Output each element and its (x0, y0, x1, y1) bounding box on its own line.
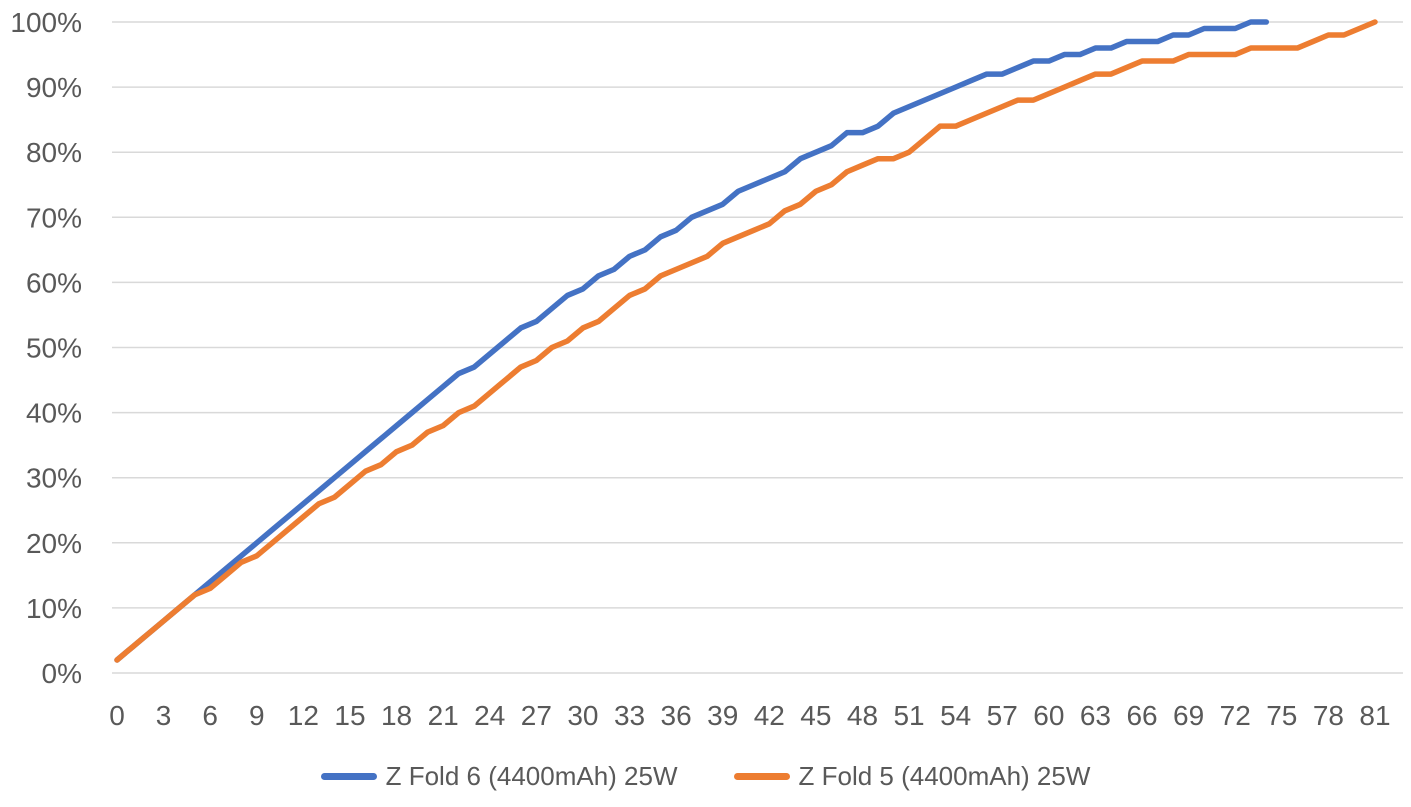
x-axis-tick-label: 21 (428, 700, 459, 731)
x-axis-tick-label: 60 (1033, 700, 1064, 731)
x-axis-tick-label: 66 (1126, 700, 1157, 731)
y-axis-tick-label: 10% (26, 593, 82, 624)
y-axis-tick-label: 60% (26, 267, 82, 298)
y-axis-tick-label: 50% (26, 333, 82, 364)
y-axis-tick-label: 100% (10, 7, 82, 38)
x-axis-tick-label: 81 (1359, 700, 1390, 731)
x-axis-tick-label: 9 (249, 700, 265, 731)
x-axis-tick-label: 75 (1266, 700, 1297, 731)
x-axis-tick-label: 54 (940, 700, 971, 731)
chart-legend: Z Fold 6 (4400mAh) 25W Z Fold 5 (4400mAh… (0, 760, 1411, 792)
x-axis-tick-label: 57 (987, 700, 1018, 731)
x-axis-tick-label: 27 (521, 700, 552, 731)
x-axis-tick-label: 48 (847, 700, 878, 731)
x-axis-tick-label: 36 (661, 700, 692, 731)
x-axis-tick-label: 39 (707, 700, 738, 731)
x-axis-tick-label: 63 (1080, 700, 1111, 731)
legend-line-swatch-z-fold-5 (733, 772, 790, 780)
y-axis-tick-label: 0% (42, 658, 82, 689)
legend-label-z-fold-6: Z Fold 6 (4400mAh) 25W (385, 761, 678, 791)
legend-item-z-fold-6[interactable]: Z Fold 6 (4400mAh) 25W (320, 760, 678, 792)
x-axis-tick-label: 0 (109, 700, 125, 731)
x-axis-tick-label: 12 (288, 700, 319, 731)
x-axis-tick-label: 3 (156, 700, 172, 731)
x-axis-tick-label: 15 (334, 700, 365, 731)
x-axis-tick-label: 18 (381, 700, 412, 731)
x-axis-tick-label: 45 (800, 700, 831, 731)
y-axis-tick-label: 30% (26, 463, 82, 494)
x-axis-tick-label: 69 (1173, 700, 1204, 731)
y-axis-tick-label: 40% (26, 398, 82, 429)
x-axis-tick-label: 42 (754, 700, 785, 731)
legend-label-z-fold-5: Z Fold 5 (4400mAh) 25W (798, 761, 1091, 791)
x-axis-tick-label: 33 (614, 700, 645, 731)
legend-item-z-fold-5[interactable]: Z Fold 5 (4400mAh) 25W (733, 760, 1091, 792)
x-axis-tick-label: 24 (474, 700, 505, 731)
legend-line-swatch-z-fold-6 (320, 772, 377, 780)
y-axis-tick-label: 20% (26, 528, 82, 559)
x-axis-tick-label: 30 (567, 700, 598, 731)
x-axis-tick-label: 51 (893, 700, 924, 731)
y-axis-tick-label: 80% (26, 137, 82, 168)
series-line-z-fold-5-4400mah-25w[interactable] (114, 19, 1378, 663)
x-axis-tick-label: 6 (202, 700, 218, 731)
y-axis-tick-label: 90% (26, 72, 82, 103)
series-line-z-fold-6-4400mah-25w[interactable] (114, 19, 1270, 663)
x-axis-tick-label: 78 (1313, 700, 1344, 731)
x-axis-tick-label: 72 (1220, 700, 1251, 731)
y-axis-tick-label: 70% (26, 202, 82, 233)
